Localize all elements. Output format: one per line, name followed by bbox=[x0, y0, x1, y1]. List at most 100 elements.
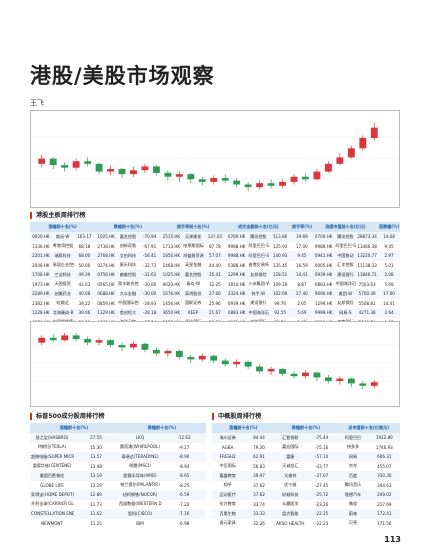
candle-body bbox=[267, 369, 275, 372]
table-cell: 2738.HK bbox=[97, 243, 115, 249]
table-row: 2201.HK 瑞昇科技 68.00 2768.HK 艾伯科技 -56.41 1850.HK… bbox=[30, 251, 400, 261]
table-cell: 1708.HK bbox=[30, 270, 52, 280]
table-cell: -30.00 bbox=[143, 281, 157, 287]
table-cell: 腾讯音乐 bbox=[344, 482, 362, 488]
table-cell: 171.56 bbox=[377, 520, 392, 526]
table-cell: 优宁维 bbox=[284, 482, 297, 488]
table-cell: 贝壳 bbox=[348, 520, 358, 526]
table-row: 特斯拉(TESLA) 15.30 惠而浦(WHIRLPOOL) -9.27 bbox=[30, 443, 206, 453]
candle-body bbox=[107, 168, 114, 172]
table-cell: 9020.HK bbox=[162, 281, 181, 287]
table-cell: 0688.HK bbox=[95, 289, 117, 299]
table-cell: -27.45 bbox=[315, 482, 329, 488]
candle-body bbox=[107, 340, 114, 345]
table-cell: 拼多多 bbox=[346, 444, 360, 450]
table-cell: 嘉艺控股 bbox=[117, 232, 139, 242]
table-cell: 5.69 bbox=[384, 281, 394, 287]
table-cell: 27.40 bbox=[291, 289, 313, 299]
table-cell: 1456.HK bbox=[162, 300, 181, 306]
table-row: 美国百胜餐饮 13.19 超微半导体(AMD) -8.65 bbox=[30, 471, 206, 481]
candle-body bbox=[152, 166, 160, 173]
page-title: 港股/美股市场观察 bbox=[30, 64, 215, 88]
candle-body bbox=[221, 360, 229, 365]
table-cell: 森美控股 bbox=[117, 270, 139, 280]
table-cell: 鸿盛昌资源 bbox=[182, 251, 204, 261]
table-cell: 嘉艺控股 bbox=[182, 270, 204, 280]
table-cell: -75.44 bbox=[305, 433, 338, 443]
table-cell: 227.69 bbox=[377, 501, 392, 507]
candle-body bbox=[198, 179, 206, 182]
section-title: 标普500成分股周排行榜 bbox=[30, 413, 105, 420]
column-header: 总市值前十名(亿美元) bbox=[337, 423, 400, 433]
table-cell: 1329.HK bbox=[95, 308, 117, 318]
table-cell: 39.06 bbox=[73, 308, 96, 318]
table-cell: -28.93 bbox=[143, 300, 157, 306]
table-cell: 友邦保险 bbox=[337, 300, 354, 306]
table-cell: -12.62 bbox=[162, 433, 206, 443]
table-cell: 11.62 bbox=[74, 509, 118, 519]
table-cell: 32.25 bbox=[209, 281, 221, 287]
table-cell: 中国海洋石油 bbox=[247, 308, 270, 318]
table-cell: 68.00 bbox=[73, 251, 96, 261]
table-cell: 哈莱斯国际 bbox=[183, 243, 204, 249]
table-cell: 众晨医学 bbox=[282, 501, 299, 507]
table-row: 0020.HK 商汤-W 103.17 1025.HK 嘉艺控股 -70.94 2515.H… bbox=[30, 232, 400, 242]
table-cell: 40.08 bbox=[73, 289, 96, 299]
table-cell: 百奥生物 bbox=[212, 509, 244, 519]
table-cell: 37.62 bbox=[253, 482, 265, 488]
table-cell: 汇智快联 bbox=[274, 433, 306, 443]
table-cell: 1076.HK bbox=[160, 289, 183, 299]
column-header: 涨幅前十名(%) bbox=[212, 423, 275, 433]
table-row: FRESH2 62.91 富康 -57.10 网易 606.31 bbox=[212, 452, 400, 462]
candle-body bbox=[336, 378, 344, 381]
table-cell: 27.55 bbox=[74, 433, 118, 443]
table-cell: -23.26 bbox=[315, 501, 329, 507]
table-cell: -8.94 bbox=[178, 463, 190, 469]
table-cell: 135.93 bbox=[272, 243, 288, 249]
table-cell: 美国百胜餐饮 bbox=[30, 471, 74, 481]
table-cell: 9690.HK bbox=[312, 289, 335, 299]
table-cell: 阿里巴巴-SW bbox=[248, 243, 270, 249]
table-cell: 盘古智能 bbox=[274, 509, 306, 519]
table-cell: 249.02 bbox=[368, 490, 400, 500]
table-cell: 中昌国际控股 bbox=[118, 300, 139, 306]
header-row: 涨幅前十名(%) 跌幅前十名(%) 换手率前十名(%) 成交金额前十名(亿元) 换手率(… bbox=[30, 222, 400, 232]
candle-body bbox=[84, 339, 92, 343]
chart-frame bbox=[30, 110, 400, 208]
table-cell: 小米集团-W bbox=[248, 281, 270, 287]
candle-body bbox=[118, 168, 126, 175]
candle-body bbox=[198, 355, 206, 360]
table-cell: -8.65 bbox=[162, 471, 206, 481]
candle-body bbox=[38, 337, 46, 343]
table-cell: 0941.HK bbox=[312, 251, 335, 261]
table-cell: 102.69 bbox=[269, 289, 291, 299]
candle-body bbox=[359, 137, 367, 149]
table-cell: 94.44 bbox=[243, 433, 275, 443]
table-cell: 44.40 bbox=[209, 262, 221, 268]
column-header: 换手率前十名(%) bbox=[160, 222, 226, 232]
table-cell: -70.94 bbox=[138, 232, 161, 242]
table-cell: 建设银行 bbox=[250, 300, 267, 306]
table-cell: 35.41 bbox=[204, 270, 226, 280]
table-cell: 39.97 bbox=[243, 471, 275, 481]
table-cell: 0565.HK bbox=[97, 281, 115, 287]
table-cell: 青岛-W bbox=[186, 281, 200, 287]
table-cell: 腾讯控股 bbox=[334, 232, 357, 242]
table-cell: 国联证券 bbox=[184, 300, 202, 306]
column-header: 涨幅前十名(%) bbox=[30, 222, 96, 232]
table-cell: -30.00 bbox=[138, 289, 161, 299]
table-cell: -7.22 bbox=[178, 501, 190, 507]
author: 王飞 bbox=[30, 99, 44, 107]
candle-body bbox=[72, 335, 80, 339]
table-cell: 海川证券 bbox=[212, 433, 244, 443]
table-cell: 1810.HK bbox=[227, 281, 246, 287]
column-header: 跌幅前十名(%) bbox=[95, 222, 161, 232]
table-cell: 1336.HK bbox=[32, 243, 50, 249]
table-cell: 孩之宝(HASBRO) bbox=[30, 433, 74, 443]
candle-body bbox=[324, 163, 332, 172]
column-header: 跌幅前十名(%) bbox=[118, 423, 206, 433]
table-cell: 5508.81 bbox=[358, 300, 376, 306]
table-cell: 家得宝(HOME DEPOT) bbox=[30, 490, 74, 500]
table-cell: 0005.HK bbox=[314, 262, 333, 268]
